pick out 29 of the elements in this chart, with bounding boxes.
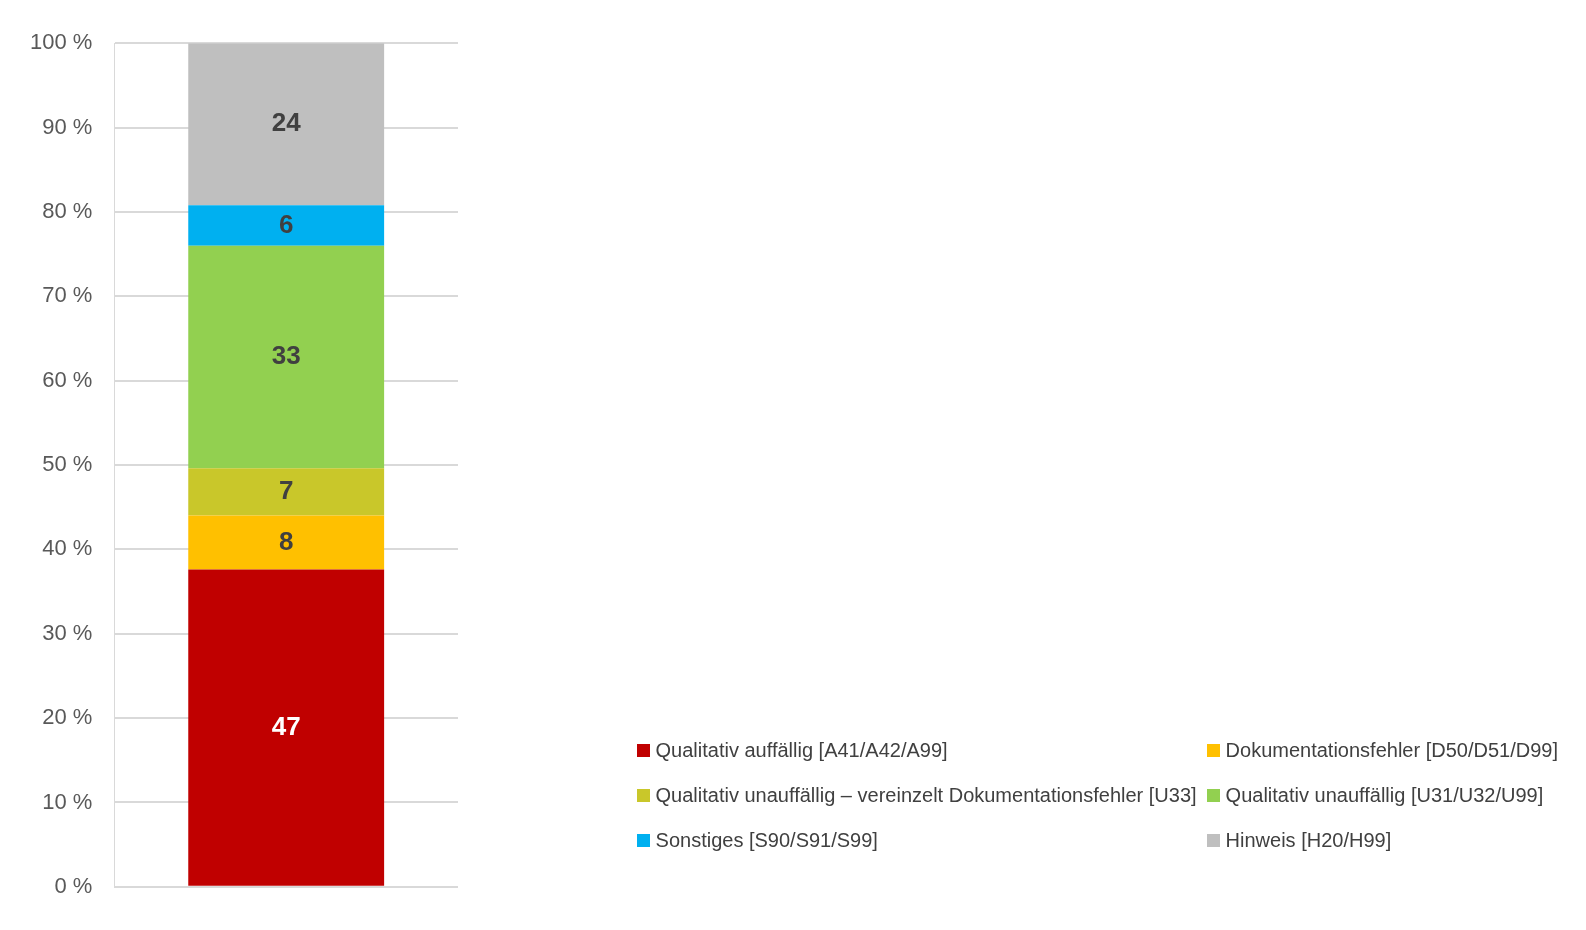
bar bbox=[188, 569, 385, 886]
y-tick-label: 50 % bbox=[42, 451, 93, 477]
annotation: 33 bbox=[271, 340, 301, 371]
annotation: 7 bbox=[278, 475, 294, 506]
legend-label: Sonstiges [S90/S91/S99] bbox=[655, 829, 878, 852]
legend-label: Qualitativ unauffällig – vereinzelt Dokumentationsfehler [U33] bbox=[655, 784, 1197, 807]
y-tick-label: 20 % bbox=[42, 704, 93, 730]
y-tick-label: 60 % bbox=[42, 366, 93, 392]
bar bbox=[188, 515, 385, 570]
annotation: 24 bbox=[271, 107, 302, 138]
annotation: 47 bbox=[271, 710, 301, 741]
y-tick-label: 80 % bbox=[42, 197, 93, 223]
y-tick-label: 0 % bbox=[54, 872, 93, 898]
bar bbox=[188, 205, 385, 246]
y-tick-label: 70 % bbox=[42, 282, 93, 308]
y-tick-label: 10 % bbox=[42, 788, 93, 814]
bar bbox=[188, 43, 385, 206]
annotation: 8 bbox=[278, 525, 294, 556]
y-tick-label: 40 % bbox=[42, 535, 93, 561]
legend-label: Qualitativ unauffällig [U31/U32/U99] bbox=[1225, 784, 1544, 807]
annotation: 6 bbox=[278, 208, 294, 239]
legend-label: Hinweis [H20/H99] bbox=[1225, 829, 1392, 852]
legend-label: Qualitativ auffällig [A41/A42/A99] bbox=[655, 739, 948, 762]
y-tick-label: 90 % bbox=[42, 113, 93, 139]
y-tick-label: 100 % bbox=[29, 29, 93, 55]
bar bbox=[188, 245, 385, 469]
legend-label: Dokumentationsfehler [D50/D51/D99] bbox=[1225, 739, 1558, 762]
bar bbox=[188, 468, 385, 516]
y-tick-label: 30 % bbox=[42, 619, 93, 645]
